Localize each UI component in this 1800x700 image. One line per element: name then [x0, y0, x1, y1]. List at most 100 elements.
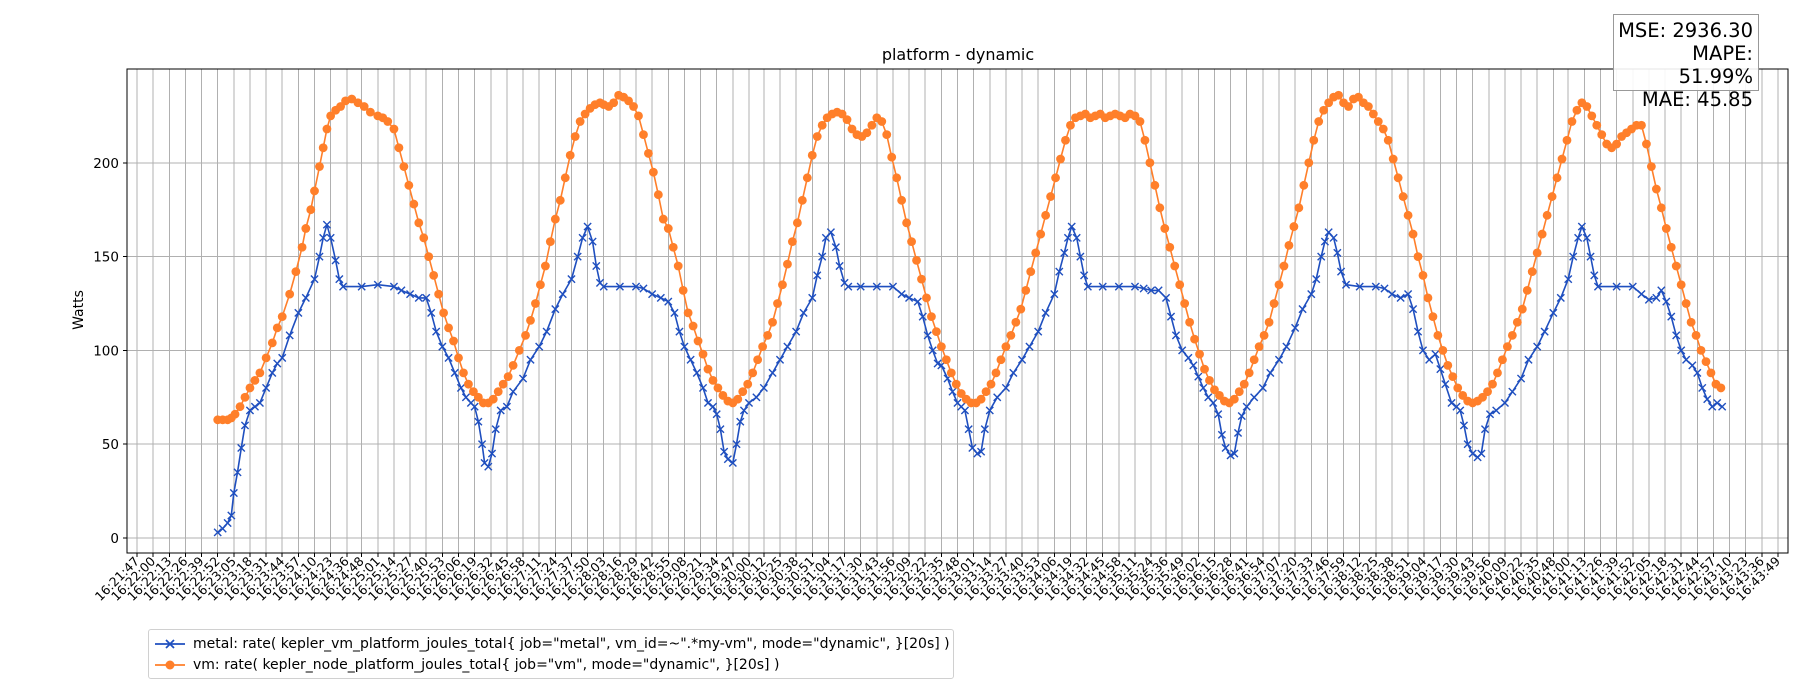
x-marker-stroke — [904, 293, 914, 302]
data-point-vm — [570, 132, 580, 141]
data-point-vm — [1671, 261, 1681, 271]
x-marker-stroke — [1516, 374, 1526, 383]
data-point-vm — [1259, 330, 1269, 340]
data-point-metal — [1147, 286, 1156, 295]
series-layer — [213, 90, 1727, 537]
data-point-metal — [450, 368, 459, 378]
data-point-vm — [1438, 345, 1448, 355]
data-point-vm — [678, 285, 688, 295]
data-point-vm — [1418, 270, 1428, 280]
data-point-metal — [759, 383, 768, 393]
x-marker-stroke — [1677, 346, 1686, 355]
data-point-vm — [1130, 111, 1140, 121]
x-marker-stroke — [1492, 406, 1501, 415]
data-point-vm — [892, 173, 902, 183]
data-point-vm — [565, 150, 575, 160]
data-point-metal — [976, 447, 986, 456]
data-point-vm — [449, 336, 458, 346]
data-point-vm — [1031, 248, 1041, 258]
x-marker-stroke — [1250, 393, 1259, 402]
data-point-metal — [739, 406, 749, 415]
data-point-vm — [439, 308, 449, 318]
data-point-vm — [419, 233, 429, 243]
data-point-metal — [1333, 248, 1342, 257]
data-point-metal — [1171, 331, 1181, 340]
x-marker-stroke — [1041, 308, 1050, 317]
data-point-vm — [991, 368, 1001, 378]
data-point-vm — [235, 402, 245, 412]
data-point-metal — [1221, 443, 1230, 453]
x-marker-stroke — [1582, 233, 1591, 242]
data-point-metal — [720, 447, 729, 456]
data-point-vm — [404, 180, 414, 190]
data-point-vm — [1547, 192, 1557, 201]
data-point-metal — [315, 252, 324, 261]
data-point-vm — [540, 261, 550, 271]
x-marker-stroke — [1408, 305, 1418, 314]
x-marker-stroke — [1217, 430, 1226, 439]
x-marker-stroke — [1055, 267, 1064, 276]
data-point-vm — [792, 218, 802, 228]
data-point-vm — [1612, 139, 1622, 149]
x-marker-stroke — [1590, 271, 1599, 280]
data-point-metal — [484, 462, 493, 471]
data-point-vm — [683, 308, 693, 318]
x-marker-stroke — [928, 346, 937, 355]
data-point-vm — [1691, 330, 1701, 340]
data-point-metal — [326, 233, 335, 242]
data-point-metal — [985, 406, 994, 415]
data-point-metal — [844, 282, 853, 291]
data-point-vm — [877, 117, 887, 126]
data-point-vm — [1344, 102, 1353, 111]
data-point-vm — [531, 299, 540, 308]
x-marker-stroke — [1324, 228, 1333, 237]
data-point-metal — [1274, 355, 1284, 364]
data-point-metal — [775, 355, 785, 364]
data-point-vm — [718, 391, 728, 400]
data-point-metal — [799, 308, 808, 317]
data-point-metal — [1025, 342, 1034, 351]
data-point-metal — [964, 425, 973, 434]
data-point-metal — [1408, 305, 1418, 314]
x-marker-stroke — [680, 342, 689, 351]
data-point-metal — [285, 331, 294, 340]
x-marker-stroke — [1431, 350, 1440, 359]
x-marker-stroke — [373, 280, 382, 289]
data-point-vm — [763, 330, 772, 340]
x-marker-stroke — [1662, 297, 1671, 306]
data-point-metal — [1282, 342, 1291, 351]
data-point-vm — [1706, 368, 1716, 378]
x-marker-stroke — [1098, 282, 1107, 291]
data-point-metal — [1009, 368, 1018, 378]
data-point-vm — [644, 149, 653, 158]
x-marker-stroke — [229, 488, 238, 498]
data-point-metal — [1291, 323, 1300, 332]
data-point-metal — [1067, 222, 1076, 231]
data-point-vm — [941, 355, 951, 365]
x-marker-stroke — [1463, 440, 1472, 449]
data-point-metal — [1477, 449, 1486, 458]
data-point-metal — [294, 308, 303, 317]
x-marker-stroke — [1291, 323, 1300, 332]
x-marker-stroke — [1230, 449, 1239, 458]
data-point-vm — [788, 237, 797, 246]
data-point-metal — [331, 256, 340, 265]
data-point-metal — [1072, 233, 1081, 242]
x-marker-stroke — [461, 393, 471, 402]
data-point-metal — [1569, 252, 1578, 261]
x-marker-stroke — [985, 406, 994, 415]
data-point-vm — [1249, 355, 1259, 365]
data-point-vm — [1378, 124, 1388, 134]
data-point-metal — [631, 282, 641, 291]
data-point-metal — [1533, 342, 1542, 351]
x-marker-stroke — [1060, 248, 1069, 257]
data-point-vm — [1140, 135, 1150, 145]
data-point-vm — [1170, 261, 1180, 271]
x-marker-stroke — [808, 293, 817, 302]
data-point-vm — [609, 98, 619, 108]
data-point-vm — [1254, 342, 1264, 352]
y-axis-label: Watts — [71, 290, 87, 330]
data-point-metal — [1564, 275, 1573, 284]
x-marker-stroke — [813, 271, 822, 280]
data-point-metal — [1237, 411, 1246, 421]
